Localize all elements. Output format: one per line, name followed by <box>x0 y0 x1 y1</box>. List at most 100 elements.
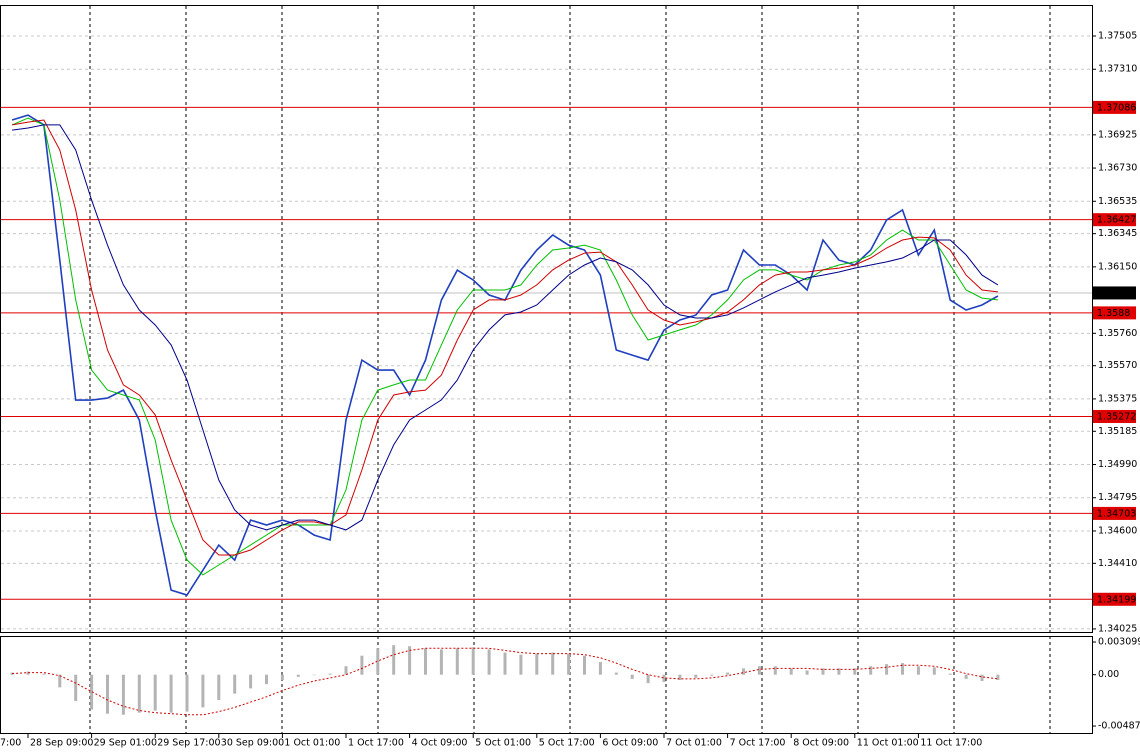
histogram-bar <box>233 674 237 694</box>
price-label: 1.35997 <box>1097 288 1136 299</box>
y-tick-label: 0.00 <box>1098 669 1119 680</box>
level-label-box <box>1093 100 1136 114</box>
histogram-bar <box>217 674 221 700</box>
y-tick-label: 1.34410 <box>1098 558 1137 569</box>
y-tick-label: 1.36345 <box>1098 228 1137 239</box>
y-tick-label: 1.35185 <box>1098 426 1137 437</box>
x-tick-label: 7 Oct 01:00 <box>666 738 722 749</box>
histogram-bar <box>26 671 30 675</box>
histogram-bar <box>726 672 730 675</box>
histogram-bar <box>901 663 904 675</box>
histogram-bar <box>519 654 523 675</box>
histogram-bar <box>710 674 714 676</box>
y-tick-label: 1.34990 <box>1098 459 1137 470</box>
level-label: 1.36427 <box>1097 215 1136 226</box>
x-tick-label: 29 Sep 17:00 <box>157 738 220 749</box>
histogram-bar <box>789 668 793 675</box>
level-label-box <box>1093 213 1136 227</box>
level-label-box <box>1093 306 1136 320</box>
histogram-bar <box>185 674 189 712</box>
x-tick-label: 7:00 <box>0 738 21 749</box>
histogram-bar <box>837 668 841 675</box>
histogram-bar <box>853 668 857 675</box>
histogram-bar <box>869 666 873 675</box>
price-label-box <box>1093 286 1136 300</box>
x-tick-label: 30 Sep 09:00 <box>221 738 284 749</box>
histogram-bar <box>153 674 157 711</box>
histogram-bar <box>503 652 507 675</box>
x-tick-label: 29 Sep 01:00 <box>94 738 157 749</box>
histogram-bar <box>74 674 78 702</box>
histogram-bar <box>678 674 682 680</box>
histogram-bar <box>614 672 618 675</box>
y-tick-label: 1.34795 <box>1098 492 1137 503</box>
histogram-bar <box>487 649 491 675</box>
histogram-bar <box>885 664 889 675</box>
histogram-bar <box>408 646 412 675</box>
y-tick-label: 1.34025 <box>1098 623 1137 634</box>
histogram-bar <box>551 652 555 675</box>
x-tick-label: 11 Oct 01:00 <box>857 738 919 749</box>
level-label: 1.37086 <box>1097 102 1136 113</box>
histogram-bar <box>312 674 316 676</box>
y-tick-label: 1.36730 <box>1098 163 1137 174</box>
histogram-bar <box>646 674 650 684</box>
histogram-bar <box>980 674 984 682</box>
x-tick-label: 11 Oct 17:00 <box>920 738 982 749</box>
y-tick-label: 1.36150 <box>1098 261 1137 272</box>
x-tick-label: 28 Sep 09:00 <box>30 738 93 749</box>
day-separators <box>89 6 1051 733</box>
indicator-frame <box>0 636 1093 734</box>
histogram-bar <box>535 653 539 675</box>
series-line <box>12 119 998 556</box>
histogram-bar <box>662 674 666 683</box>
histogram-bar <box>757 666 761 675</box>
histogram-bar <box>821 668 825 675</box>
level-label-box <box>1093 592 1136 606</box>
histogram-bar <box>10 672 14 675</box>
histogram-bar <box>455 648 459 675</box>
histogram-bar <box>121 674 125 715</box>
level-label: 1.35272 <box>1097 411 1136 422</box>
main-frame <box>0 5 1093 633</box>
x-tick-label: 7 Oct 17:00 <box>730 738 786 749</box>
x-tick-label: 1 Oct 01:00 <box>284 738 340 749</box>
histogram-bar <box>137 674 141 713</box>
y-tick-label: 0.003099 <box>1098 637 1140 648</box>
x-tick-label: 1 Oct 17:00 <box>348 738 404 749</box>
level-label: 1.34703 <box>1097 508 1136 519</box>
y-tick-label: 1.37310 <box>1098 64 1137 75</box>
histogram-bar <box>805 670 809 675</box>
histogram-bar <box>169 674 173 713</box>
histogram-bar <box>249 674 253 689</box>
y-tick-label: 1.34600 <box>1098 525 1137 536</box>
y-tick-label: 1.35375 <box>1098 393 1137 404</box>
level-label-box <box>1093 409 1136 423</box>
y-tick-label: 1.35570 <box>1098 360 1137 371</box>
x-tick-label: 5 Oct 17:00 <box>539 738 595 749</box>
level-label: 1.34199 <box>1097 594 1136 605</box>
histogram-bar <box>773 666 777 675</box>
series-line <box>12 124 999 531</box>
histogram-bar <box>58 674 62 688</box>
histogram-bar <box>376 648 380 675</box>
histogram-bar <box>344 666 348 675</box>
y-tick-label: 1.36535 <box>1098 196 1137 207</box>
series-line <box>12 647 998 716</box>
histogram-bar <box>471 647 475 675</box>
histogram-bar <box>90 674 94 710</box>
histogram-bar <box>694 674 698 678</box>
histogram-bar <box>296 674 300 677</box>
histogram-bar <box>424 648 427 675</box>
y-tick-label: 1.37505 <box>1098 31 1137 42</box>
series-line <box>11 114 999 596</box>
histogram-bar <box>583 655 586 675</box>
histogram-bar <box>916 666 920 675</box>
histogram-bar <box>360 655 364 675</box>
y-tick-label: 1.35760 <box>1098 328 1137 339</box>
histogram-bar <box>630 674 634 679</box>
histogram-bar <box>598 662 602 675</box>
histogram-bar <box>106 674 109 714</box>
